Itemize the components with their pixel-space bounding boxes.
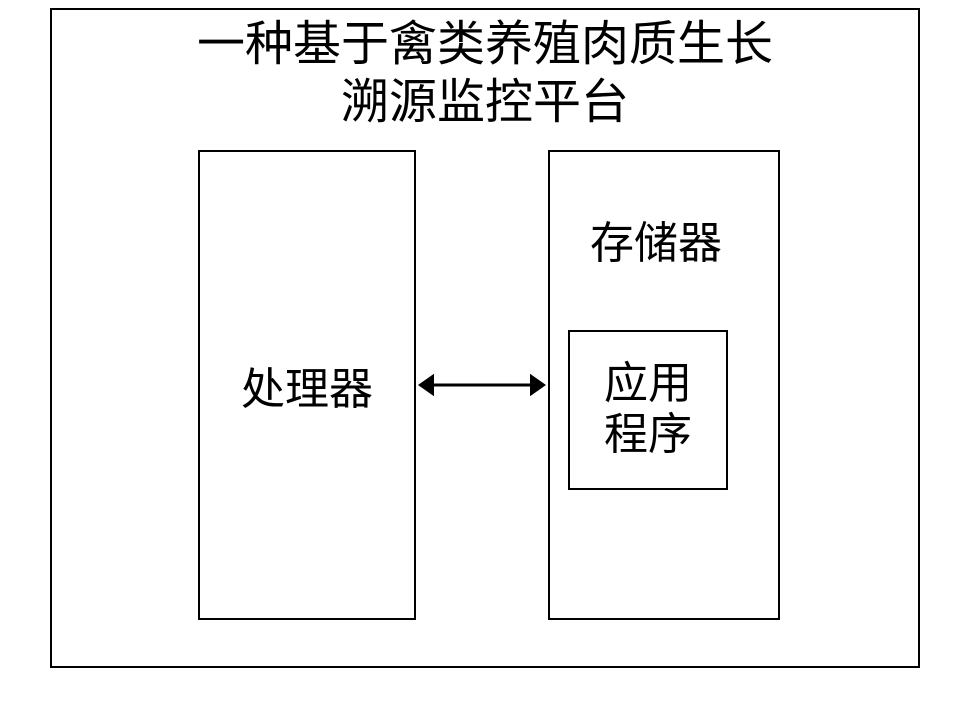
memory-label: 存储器 [590,207,722,271]
processor-label: 处理器 [241,353,373,417]
diagram-title: 一种基于禽类养殖肉质生长 溯源监控平台 [50,16,920,131]
processor-node: 处理器 [198,150,416,620]
bidirectional-arrow-icon [418,369,546,401]
title-line-1: 一种基于禽类养殖肉质生长 [50,16,920,74]
application-label-line-1: 应用 [604,359,692,410]
title-line-2: 溯源监控平台 [50,74,920,132]
application-label-line-2: 程序 [604,410,692,461]
application-node: 应用 程序 [568,330,728,490]
